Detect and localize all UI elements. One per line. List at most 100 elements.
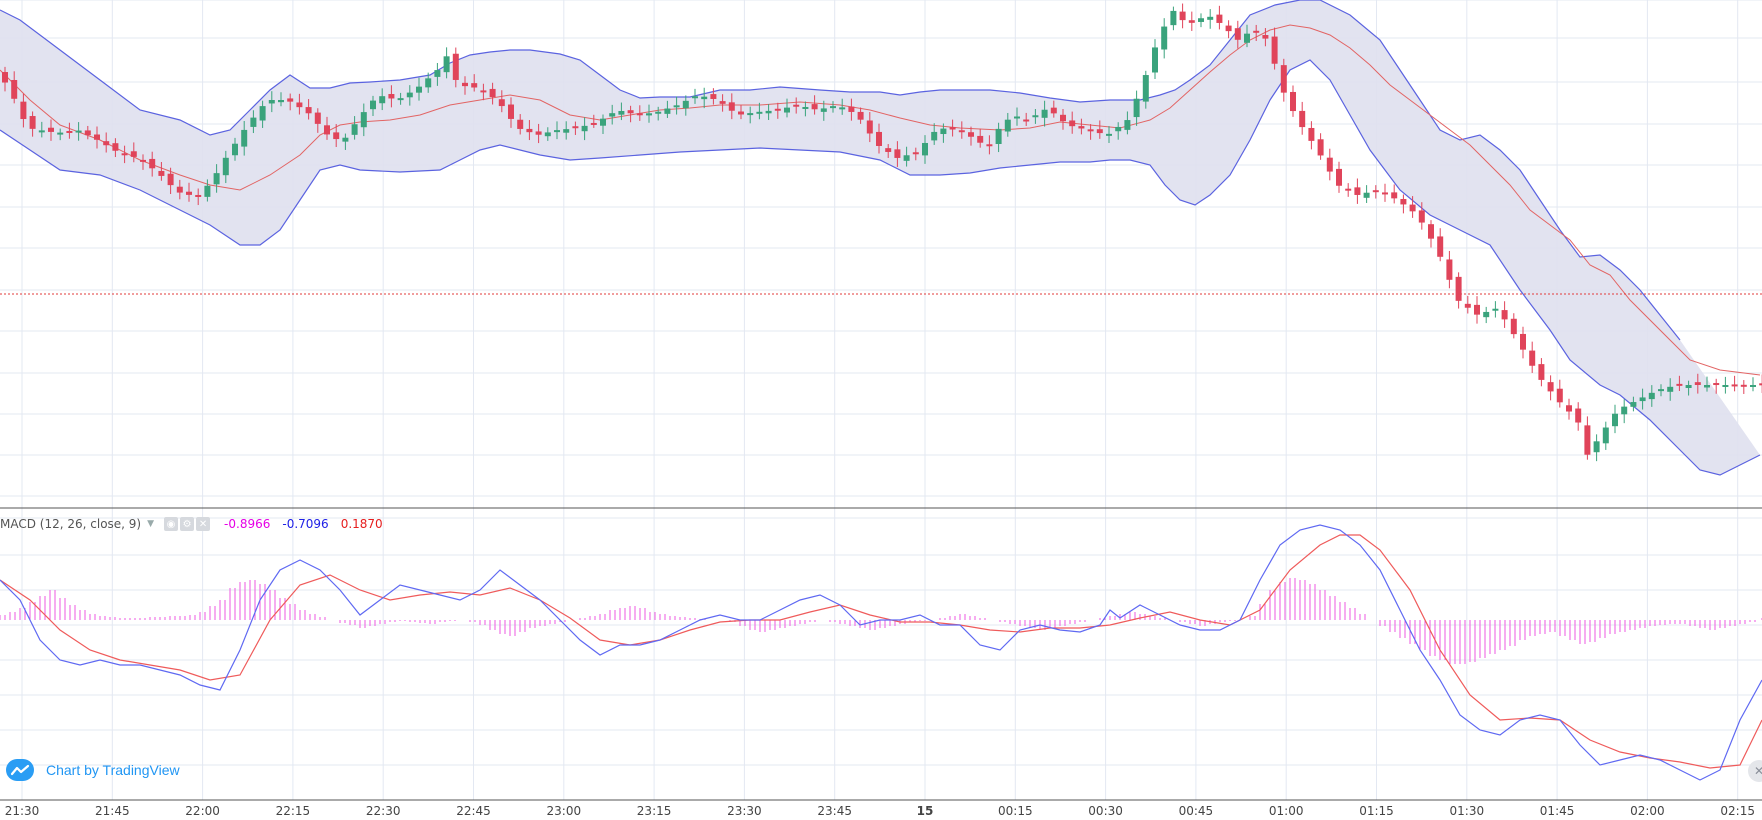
candle-body — [968, 132, 974, 137]
candle-body — [1538, 364, 1545, 380]
candle-body — [186, 191, 192, 195]
candle-body — [1437, 236, 1444, 257]
candle-body — [830, 106, 836, 109]
candle-body — [682, 100, 689, 109]
candle-body — [627, 110, 634, 114]
candle-body — [94, 134, 100, 140]
candle-body — [241, 129, 248, 147]
candle-body — [738, 111, 744, 115]
candle-body — [922, 142, 928, 156]
time-axis-tick-label: 23:15 — [637, 804, 672, 818]
x-close-icon[interactable]: ✕ — [1748, 760, 1762, 782]
candle-body — [1060, 114, 1066, 122]
candle-body — [1336, 168, 1342, 186]
candle-body — [1575, 408, 1582, 423]
candle-body — [1556, 388, 1563, 403]
candle-body — [1014, 116, 1020, 119]
candle-body — [1704, 385, 1710, 388]
candle-body — [103, 141, 110, 146]
candle-body — [1253, 30, 1260, 33]
candle-body — [940, 128, 947, 135]
candle-body — [1345, 188, 1352, 191]
candle-body — [360, 112, 367, 128]
candle-body — [995, 128, 1002, 144]
time-axis-tick-label: 23:00 — [547, 804, 582, 818]
candle-body — [434, 70, 441, 77]
candle-body — [167, 173, 174, 186]
macd-legend: MACD (12, 26, close, 9) ▼ ◉ ⚙ ✕ -0.8966 … — [0, 514, 383, 534]
candle-body — [885, 148, 892, 152]
close-icon[interactable]: ✕ — [196, 517, 211, 531]
candle-body — [1179, 11, 1186, 21]
candle-body — [1041, 109, 1048, 118]
candle-body — [232, 143, 238, 156]
candle-body — [1326, 157, 1333, 172]
candle-body — [774, 108, 781, 111]
time-axis-tick-label: 22:00 — [185, 804, 220, 818]
candle-body — [1501, 310, 1508, 320]
candle-body — [1004, 119, 1011, 132]
candle-body — [1694, 382, 1701, 385]
bollinger-upper-line — [0, 0, 1681, 341]
macd-line — [0, 524, 1762, 781]
candle-body — [1354, 187, 1361, 195]
bollinger-basis-line — [0, 24, 1761, 376]
bollinger-lower-line — [0, 59, 1761, 476]
candle-body — [1216, 14, 1223, 23]
candle-body — [544, 132, 551, 137]
candle-body — [1418, 210, 1425, 223]
candle-body — [554, 130, 560, 133]
candle-body — [1667, 386, 1674, 392]
candle-body — [903, 155, 910, 161]
candle-body — [719, 101, 726, 104]
candle-body — [1740, 384, 1747, 387]
candle-body — [563, 129, 570, 133]
candle-body — [1492, 308, 1499, 311]
candle-body — [747, 113, 754, 116]
candle-body — [857, 111, 864, 120]
candle-body — [1096, 129, 1103, 134]
candle-body — [176, 186, 183, 193]
candle-body — [158, 170, 165, 176]
candle-body — [112, 143, 119, 151]
chevron-down-icon[interactable]: ▼ — [147, 519, 155, 529]
candle-body — [1115, 126, 1122, 132]
candle-body — [84, 130, 91, 136]
candle-body — [1584, 425, 1591, 455]
candle-body — [1198, 18, 1204, 22]
candle-body — [609, 113, 616, 117]
candle-body — [296, 102, 303, 108]
candle-body — [1474, 304, 1480, 315]
candle-body — [2, 72, 8, 83]
candle-body — [664, 108, 671, 114]
candle-body — [1170, 10, 1177, 26]
candle-body — [1078, 126, 1085, 129]
candle-body — [75, 130, 82, 133]
time-axis-tick-label: 22:30 — [366, 804, 401, 818]
candle-body — [756, 111, 763, 114]
candle-body — [48, 127, 54, 132]
candle-body — [1529, 350, 1536, 366]
candle-body — [1152, 47, 1158, 73]
candle-body — [195, 194, 202, 197]
macd-signal-value: 0.1870 — [340, 517, 383, 531]
candle-body — [986, 144, 993, 147]
candle-body — [498, 99, 505, 107]
candle-body — [121, 153, 128, 156]
candle-body — [1750, 385, 1756, 387]
candle-body — [1510, 318, 1517, 335]
candle-body — [1464, 303, 1471, 308]
eye-icon[interactable]: ◉ — [164, 517, 179, 531]
candle-body — [848, 106, 855, 112]
candle-body — [1161, 26, 1168, 50]
time-axis-tick-label: 02:15 — [1720, 804, 1755, 818]
gear-icon[interactable]: ⚙ — [180, 517, 195, 531]
candle-body — [765, 110, 772, 114]
candle-body — [11, 80, 18, 99]
candle-body — [701, 96, 708, 100]
candle-body — [1547, 382, 1554, 392]
candle-body — [397, 98, 404, 101]
candle-body — [646, 113, 652, 116]
tradingview-badge[interactable]: Chart by TradingView — [6, 758, 180, 782]
